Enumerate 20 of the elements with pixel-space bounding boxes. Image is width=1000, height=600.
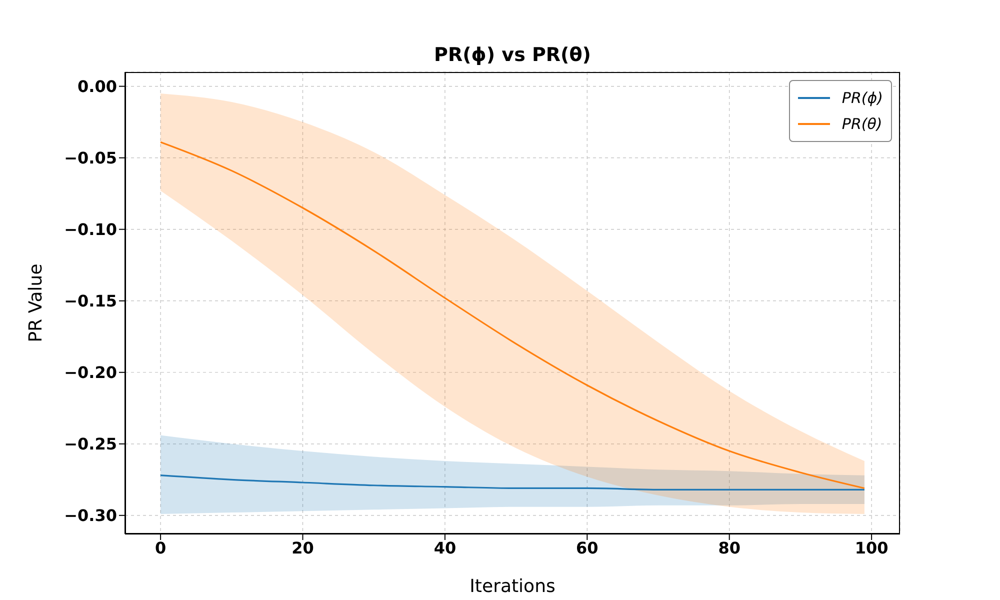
y-tick-label: −0.30 <box>64 506 117 526</box>
line-series <box>160 141 866 490</box>
x-tick-label: 60 <box>576 538 598 558</box>
x-tick-label: 0 <box>154 538 166 558</box>
y-tick-label: −0.15 <box>64 292 117 311</box>
y-axis-title: PR Value <box>25 264 46 342</box>
chart-title: PR(ϕ) vs PR(θ) <box>433 44 592 66</box>
y-tick-label: −0.05 <box>64 148 117 168</box>
x-tick-label: 100 <box>854 538 888 558</box>
x-axis-title: Iterations <box>470 576 556 597</box>
y-tick-label: −0.10 <box>64 220 117 240</box>
legend-label: PR(θ) <box>842 114 882 135</box>
line-series <box>160 474 866 490</box>
legend-label: PR(ϕ) <box>842 88 883 109</box>
y-tick-label: −0.20 <box>64 363 117 382</box>
y-tick-label: −0.25 <box>64 434 117 454</box>
x-tick-label: 20 <box>292 538 314 558</box>
x-tick-label: 40 <box>434 538 456 558</box>
y-tick-label: 0.00 <box>78 76 117 96</box>
x-tick-label: 80 <box>718 538 740 558</box>
